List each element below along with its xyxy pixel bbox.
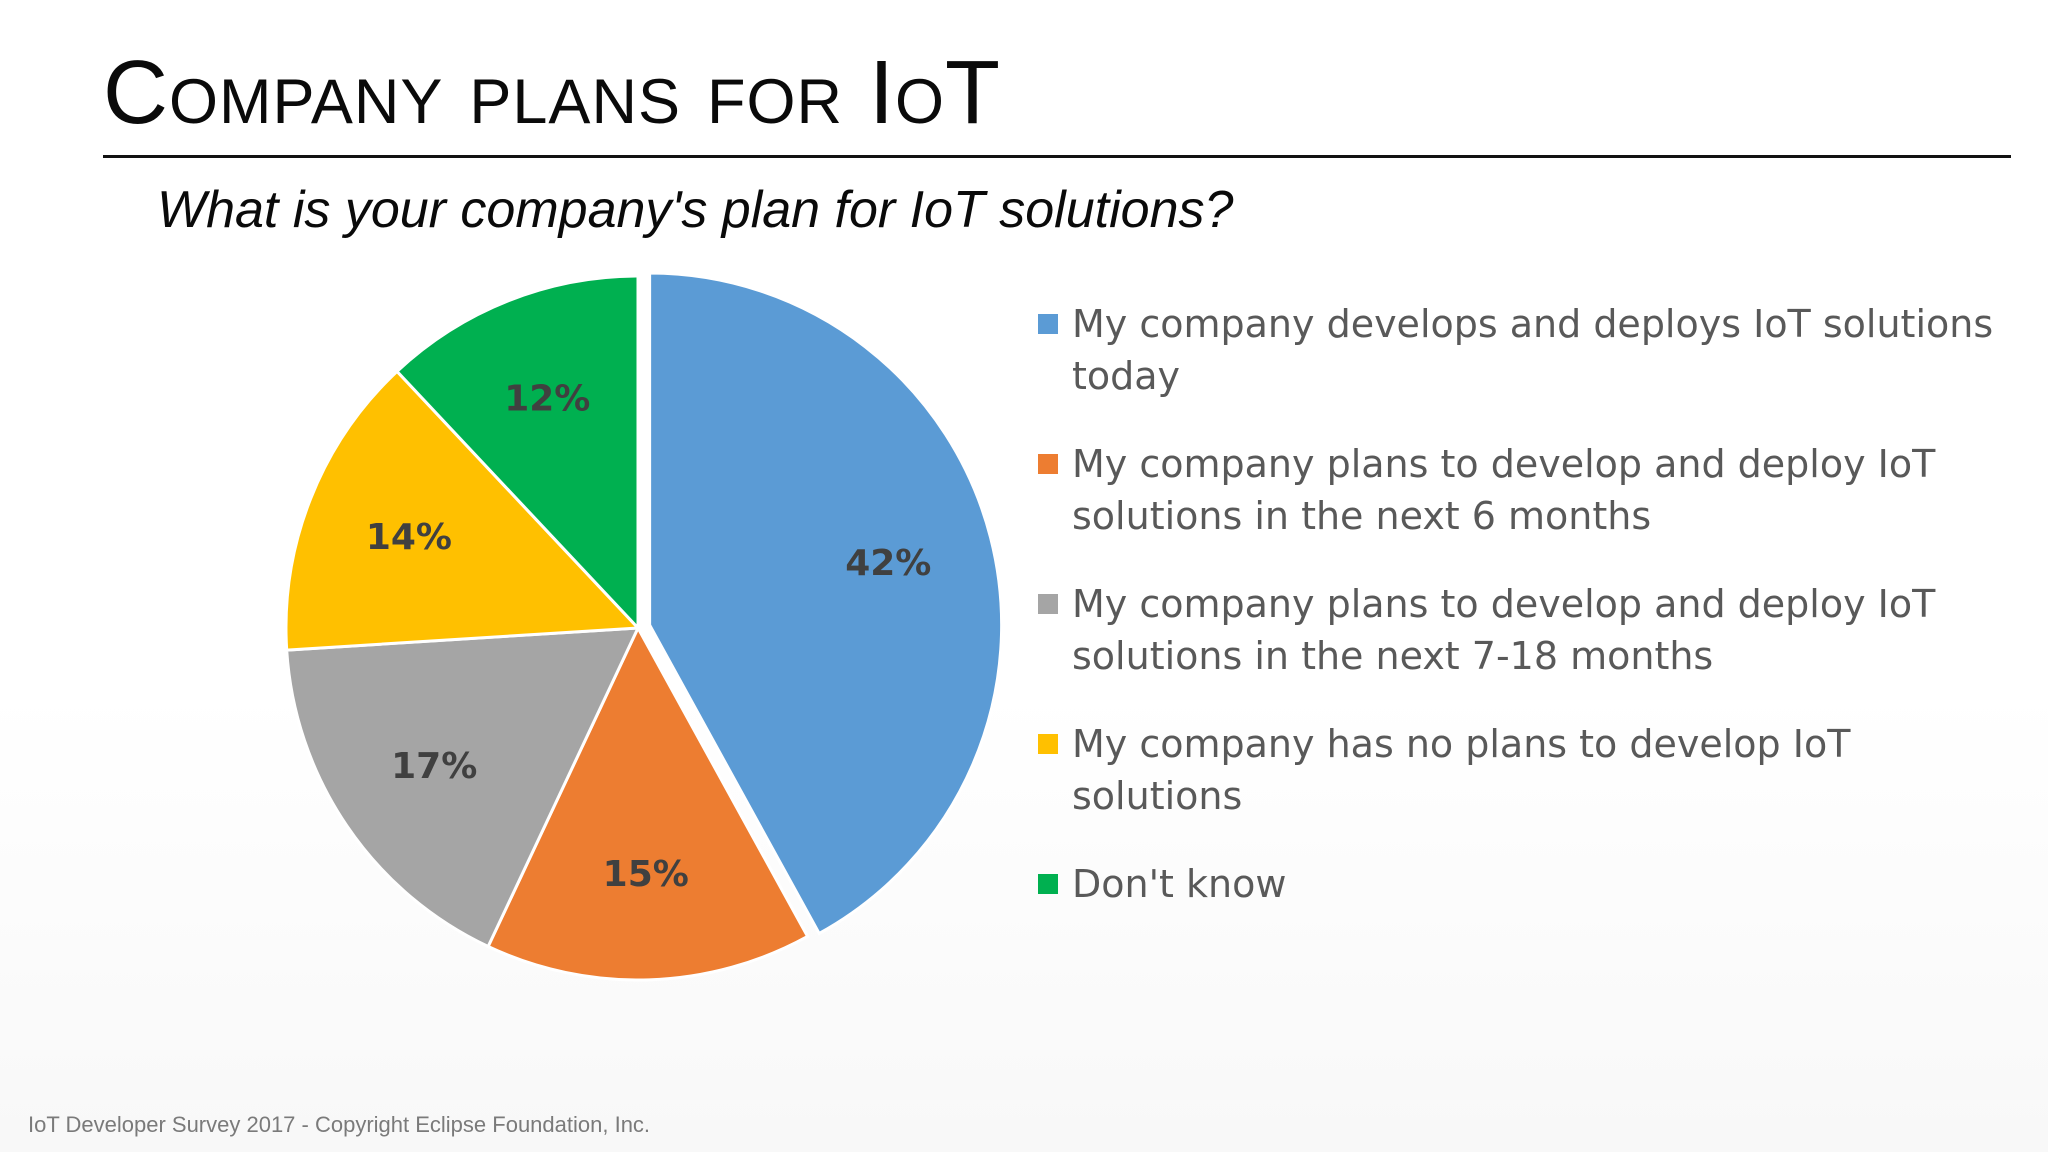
legend-item: My company plans to develop and deploy I… <box>1036 578 1996 682</box>
legend-label: My company has no plans to develop IoT s… <box>1072 722 1851 818</box>
legend-label: My company plans to develop and deploy I… <box>1072 582 1936 678</box>
pie-slice-15pct <box>486 624 810 982</box>
pie-slice-14pct <box>284 369 642 652</box>
pie-slice-42pct <box>648 271 1004 936</box>
legend-label: Don't know <box>1072 862 1287 906</box>
legend-item: My company plans to develop and deploy I… <box>1036 438 1996 542</box>
chart-title: What is your company's plan for IoT solu… <box>157 181 1234 239</box>
pie-chart: 42% 15% 17% 14% 12% <box>284 271 1004 982</box>
data-label-42pct: 42% <box>845 543 931 584</box>
legend-item: My company has no plans to develop IoT s… <box>1036 718 1996 822</box>
legend-swatch <box>1038 594 1058 614</box>
data-label-14pct: 14% <box>366 517 452 558</box>
title-divider <box>103 155 2011 158</box>
data-label-15pct: 15% <box>603 854 689 895</box>
pie-slice-17pct <box>285 626 641 949</box>
chart-legend: My company develops and deploys IoT solu… <box>1036 298 1996 946</box>
slide-title: Company plans for IoT <box>103 43 1001 143</box>
legend-swatch <box>1038 874 1058 894</box>
legend-item: Don't know <box>1036 858 1996 910</box>
legend-label: My company plans to develop and deploy I… <box>1072 442 1936 538</box>
legend-swatch <box>1038 734 1058 754</box>
data-label-17pct: 17% <box>391 746 477 787</box>
legend-swatch <box>1038 314 1058 334</box>
data-label-12pct: 12% <box>504 378 590 419</box>
pie-slice-12pct <box>394 274 640 632</box>
legend-swatch <box>1038 454 1058 474</box>
legend-item: My company develops and deploys IoT solu… <box>1036 298 1996 402</box>
footer-copyright: IoT Developer Survey 2017 - Copyright Ec… <box>28 1112 651 1137</box>
legend-label: My company develops and deploys IoT solu… <box>1072 302 1994 398</box>
